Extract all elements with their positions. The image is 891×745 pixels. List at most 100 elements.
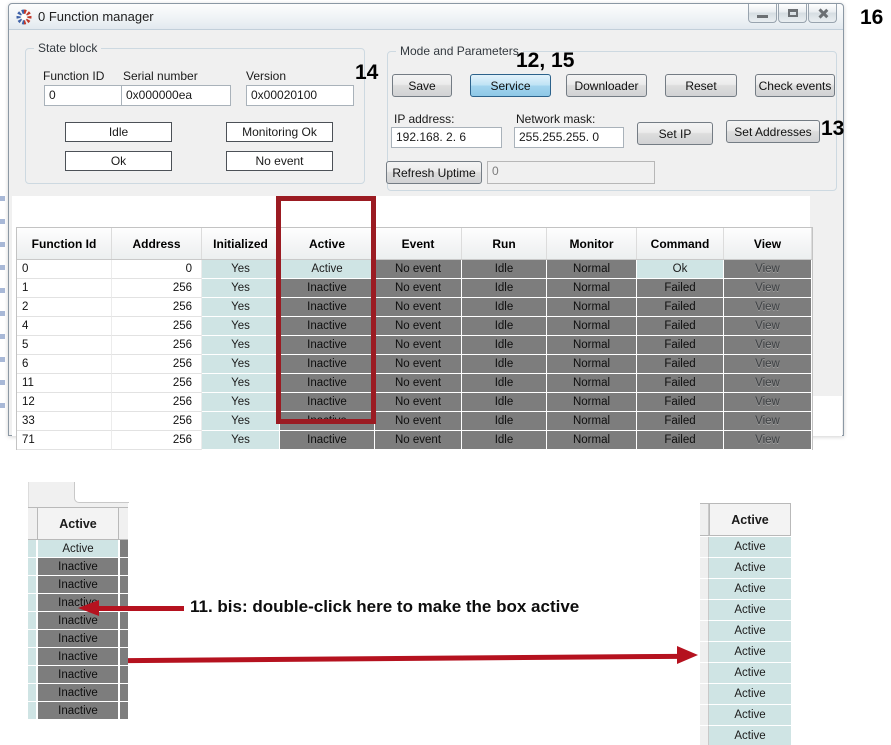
initialized-column-sliver bbox=[28, 702, 36, 720]
serial-number-field[interactable]: 0x000000ea bbox=[121, 85, 231, 106]
column-gap bbox=[36, 594, 38, 612]
table-row: 12 256 Yes Inactive No event Idle Normal Failed… bbox=[17, 393, 812, 412]
cell-view[interactable]: View bbox=[724, 317, 812, 336]
refresh-uptime-button[interactable]: Refresh Uptime bbox=[386, 161, 482, 184]
active-cell[interactable]: Active bbox=[709, 684, 791, 705]
cell-view[interactable]: View bbox=[724, 355, 812, 374]
active-cell[interactable]: Active bbox=[709, 621, 791, 642]
column-header-monitor[interactable]: Monitor bbox=[547, 228, 637, 259]
column-header-run[interactable]: Run bbox=[462, 228, 547, 259]
active-cell[interactable]: Active bbox=[38, 540, 118, 558]
cell-monitor: Normal bbox=[547, 431, 637, 450]
table-row: 4 256 Yes Inactive No event Idle Normal Failed V… bbox=[17, 317, 812, 336]
save-button[interactable]: Save bbox=[392, 74, 452, 97]
event-column-sliver bbox=[120, 576, 128, 594]
column-header-initialized[interactable]: Initialized bbox=[202, 228, 280, 259]
cell-active[interactable]: Inactive bbox=[280, 355, 375, 374]
cell-id: 0 bbox=[17, 260, 112, 279]
cell-run: Idle bbox=[462, 393, 547, 412]
network-mask-field[interactable]: 255.255.255. 0 bbox=[514, 127, 624, 148]
cell-view[interactable]: View bbox=[724, 298, 812, 317]
cell-active[interactable]: Inactive bbox=[280, 298, 375, 317]
close-icon bbox=[817, 8, 828, 19]
cell-address: 256 bbox=[112, 317, 202, 336]
cell-monitor: Normal bbox=[547, 355, 637, 374]
cell-view[interactable]: View bbox=[724, 374, 812, 393]
active-cell[interactable]: Inactive bbox=[38, 702, 118, 720]
crop-top-fragment bbox=[28, 482, 129, 507]
column-header-address[interactable]: Address bbox=[112, 228, 202, 259]
version-field[interactable]: 0x00020100 bbox=[246, 85, 354, 106]
state-block-group: State block Function ID 0 Serial number … bbox=[25, 41, 365, 184]
active-cell[interactable]: Active bbox=[709, 537, 791, 558]
active-column-header[interactable]: Active bbox=[37, 508, 119, 539]
active-cell[interactable]: Inactive bbox=[38, 612, 118, 630]
column-gap bbox=[118, 684, 120, 702]
cell-view[interactable]: View bbox=[724, 431, 812, 450]
active-cell[interactable]: Inactive bbox=[38, 666, 118, 684]
active-cell[interactable]: Inactive bbox=[38, 630, 118, 648]
crop-row: Inactive bbox=[28, 648, 128, 666]
active-cell[interactable]: Active bbox=[709, 558, 791, 579]
active-cell[interactable]: Active bbox=[709, 642, 791, 663]
initialized-column-sliver bbox=[28, 576, 36, 594]
cell-active[interactable]: Inactive bbox=[280, 317, 375, 336]
adjacent-column-sliver bbox=[700, 684, 709, 705]
column-header-command[interactable]: Command bbox=[637, 228, 724, 259]
cell-active[interactable]: Inactive bbox=[280, 412, 375, 431]
crop-row: Inactive bbox=[28, 666, 128, 684]
active-cell[interactable]: Active bbox=[709, 705, 791, 726]
active-cell[interactable]: Active bbox=[709, 663, 791, 684]
column-header-event[interactable]: Event bbox=[375, 228, 462, 259]
set-addresses-button[interactable]: Set Addresses bbox=[726, 120, 820, 143]
cell-initialized: Yes bbox=[202, 374, 280, 393]
function-id-field[interactable]: 0 bbox=[44, 85, 122, 106]
active-cell[interactable]: Inactive bbox=[38, 648, 118, 666]
cell-id: 33 bbox=[17, 412, 112, 431]
cell-active[interactable]: Inactive bbox=[280, 374, 375, 393]
cell-address: 0 bbox=[112, 260, 202, 279]
column-gap bbox=[118, 612, 120, 630]
active-cell[interactable]: Active bbox=[709, 726, 791, 745]
cell-active[interactable]: Inactive bbox=[280, 393, 375, 412]
adjacent-column-sliver bbox=[700, 663, 709, 684]
cell-active[interactable]: Inactive bbox=[280, 336, 375, 355]
column-header-id[interactable]: Function Id bbox=[17, 228, 112, 259]
column-header-view[interactable]: View bbox=[724, 228, 812, 259]
cell-view[interactable]: View bbox=[724, 279, 812, 298]
cell-view[interactable]: View bbox=[724, 336, 812, 355]
maximize-button[interactable] bbox=[778, 4, 807, 23]
ip-address-field[interactable]: 192.168. 2. 6 bbox=[391, 127, 502, 148]
cell-active[interactable]: Inactive bbox=[280, 279, 375, 298]
window-titlebar[interactable]: 0 Function manager bbox=[9, 4, 843, 30]
reset-button[interactable]: Reset bbox=[665, 74, 737, 97]
active-column-header[interactable]: Active bbox=[709, 504, 791, 535]
arrow-left-icon bbox=[78, 600, 99, 616]
active-cell[interactable]: Inactive bbox=[38, 576, 118, 594]
cell-view[interactable]: View bbox=[724, 412, 812, 431]
cell-view[interactable]: View bbox=[724, 393, 812, 412]
cell-run: Idle bbox=[462, 279, 547, 298]
cell-active[interactable]: Inactive bbox=[280, 431, 375, 450]
adjacent-column-sliver bbox=[700, 642, 709, 663]
downloader-button[interactable]: Downloader bbox=[566, 74, 647, 97]
column-gap bbox=[118, 576, 120, 594]
cell-active[interactable]: Active bbox=[280, 260, 375, 279]
adjacent-column-sliver bbox=[119, 508, 128, 539]
cell-run: Idle bbox=[462, 260, 547, 279]
cell-monitor: Normal bbox=[547, 336, 637, 355]
column-header-active[interactable]: Active bbox=[280, 228, 375, 259]
close-button[interactable] bbox=[808, 4, 837, 23]
active-cell[interactable]: Active bbox=[709, 600, 791, 621]
service-button[interactable]: Service bbox=[470, 74, 551, 97]
column-gap bbox=[36, 648, 38, 666]
cell-view[interactable]: View bbox=[724, 260, 812, 279]
minimize-button[interactable] bbox=[748, 4, 777, 23]
active-cell[interactable]: Inactive bbox=[38, 684, 118, 702]
active-cell[interactable]: Inactive bbox=[38, 558, 118, 576]
set-ip-button[interactable]: Set IP bbox=[637, 122, 713, 145]
check-events-button[interactable]: Check events bbox=[755, 74, 835, 97]
active-cell[interactable]: Active bbox=[709, 579, 791, 600]
table-header-row: Function Id Address Initialized Active Event… bbox=[17, 228, 812, 260]
cell-event: No event bbox=[375, 298, 462, 317]
